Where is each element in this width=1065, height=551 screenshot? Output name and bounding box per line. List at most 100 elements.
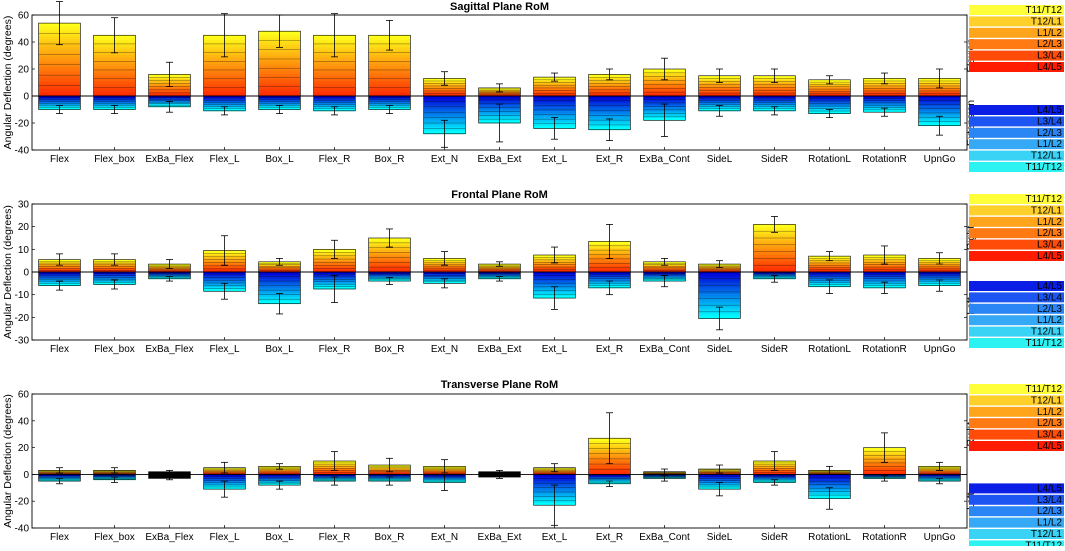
bar-negative-segment xyxy=(368,98,411,101)
legend-label-positive: L2/L3 xyxy=(1037,228,1062,239)
bar-positive-segment xyxy=(148,270,191,273)
bar-positive-segment xyxy=(38,69,81,72)
bar-positive-segment xyxy=(918,269,961,273)
legend-label-negative: T11/T12 xyxy=(1026,540,1063,546)
bar-positive-segment xyxy=(203,87,246,90)
bar-negative-segment xyxy=(918,112,961,116)
y-tick-label: -30 xyxy=(15,336,30,347)
bar-negative-segment xyxy=(533,100,576,103)
bar-positive-segment xyxy=(38,54,81,57)
bar-positive-segment xyxy=(808,86,851,90)
x-tick-label: Flex_box xyxy=(94,154,135,165)
bar-negative-segment xyxy=(533,104,576,108)
legend-label-positive: L4/L5 xyxy=(1037,251,1062,262)
x-tick-label: SideL xyxy=(707,344,733,355)
bar-negative-segment xyxy=(423,98,466,101)
bar-negative-segment xyxy=(588,109,631,113)
bar-negative-segment xyxy=(918,274,961,277)
bar-negative-segment xyxy=(423,109,466,112)
bar-negative-segment xyxy=(918,102,961,105)
legend-label-negative: T11/T12 xyxy=(1026,162,1063,173)
bar-positive-segment xyxy=(698,93,741,97)
bar-positive-segment xyxy=(368,260,411,264)
bar-positive-segment xyxy=(203,85,246,88)
bar-positive-segment xyxy=(588,93,631,97)
bar-positive-segment xyxy=(93,72,136,75)
bar-negative-segment xyxy=(313,272,356,275)
bar-positive-segment xyxy=(93,93,136,97)
bar-positive-segment xyxy=(588,83,631,86)
y-tick-label: 0 xyxy=(23,470,29,481)
bar-positive-segment xyxy=(93,59,136,62)
bar-negative-segment xyxy=(698,298,741,302)
x-tick-label: ExBa_Ext xyxy=(478,532,522,543)
bar-negative-segment xyxy=(38,96,81,99)
x-tick-label: RotationR xyxy=(862,532,906,543)
bar-negative-segment xyxy=(203,102,246,105)
y-tick-label: 10 xyxy=(18,245,30,256)
bar-negative-segment xyxy=(808,483,851,486)
y-tick-label: -10 xyxy=(15,290,30,301)
bar-positive-segment xyxy=(368,89,411,92)
bar-negative-segment xyxy=(698,283,741,286)
bar-negative-segment xyxy=(863,100,906,104)
bar-positive-segment xyxy=(38,47,81,50)
bar-negative-segment xyxy=(258,274,301,277)
legend-swatch-positive xyxy=(969,251,1064,261)
bar-positive-segment xyxy=(643,269,686,273)
bar-positive-segment xyxy=(258,470,301,473)
bar-positive-segment xyxy=(478,268,521,271)
bar-negative-segment xyxy=(478,100,521,104)
bar-positive-segment xyxy=(368,87,411,90)
bar-negative-segment xyxy=(588,274,631,277)
bar-positive-segment xyxy=(313,258,356,261)
bar-positive-segment xyxy=(258,62,301,66)
bar-positive-segment xyxy=(148,268,191,271)
bar-negative-segment xyxy=(808,272,851,275)
bar-positive-segment xyxy=(753,233,796,236)
bar-positive-segment xyxy=(313,72,356,75)
bar-positive-segment xyxy=(753,265,796,268)
bar-positive-segment xyxy=(203,74,246,77)
bar-positive-segment xyxy=(753,243,796,247)
bar-negative-segment xyxy=(203,104,246,107)
bar-negative-segment xyxy=(808,102,851,106)
bar-positive-segment xyxy=(38,76,81,79)
x-tick-label: UpnGo xyxy=(924,532,956,543)
bar-positive-segment xyxy=(753,89,796,92)
bar-positive-segment xyxy=(863,265,906,269)
bar-negative-segment xyxy=(698,278,741,282)
bar-positive-segment xyxy=(863,472,906,475)
bar-negative-segment xyxy=(918,98,961,101)
legend-swatch-negative xyxy=(969,292,1064,303)
bar-positive-segment xyxy=(368,249,411,252)
bar-positive-segment xyxy=(93,76,136,79)
bar-positive-segment xyxy=(38,67,81,70)
y-tick-label: 20 xyxy=(18,222,30,233)
bar-positive-segment xyxy=(38,56,81,59)
bar-positive-segment xyxy=(93,69,136,73)
bar-positive-segment xyxy=(368,74,411,77)
panel-title: Frontal Plane RoM xyxy=(451,189,548,201)
y-tick-label: 20 xyxy=(18,65,30,76)
legend-swatch-negative xyxy=(969,281,1064,291)
legend-swatch-negative xyxy=(969,529,1064,539)
bar-positive-segment xyxy=(313,69,356,73)
x-tick-label: Flex_L xyxy=(209,344,239,355)
bar-negative-segment xyxy=(258,276,301,280)
bar-positive-segment xyxy=(588,269,631,273)
bar-negative-segment xyxy=(588,272,631,275)
bar-positive-segment xyxy=(203,93,246,97)
bar-positive-segment xyxy=(753,472,796,475)
chart-panel-1: Sagittal Plane RoM Angular Deflection (de… xyxy=(2,1,1064,173)
bar-positive-segment xyxy=(93,65,136,69)
legend-swatch-positive xyxy=(969,50,1064,61)
bar-positive-segment xyxy=(313,67,356,71)
bar-positive-segment xyxy=(478,91,521,95)
bar-negative-segment xyxy=(38,278,81,282)
bar-positive-segment xyxy=(698,82,741,86)
bar-negative-segment xyxy=(533,272,576,275)
bar-negative-segment xyxy=(533,278,576,281)
bar-positive-segment xyxy=(313,469,356,473)
bar-positive-segment xyxy=(313,78,356,82)
